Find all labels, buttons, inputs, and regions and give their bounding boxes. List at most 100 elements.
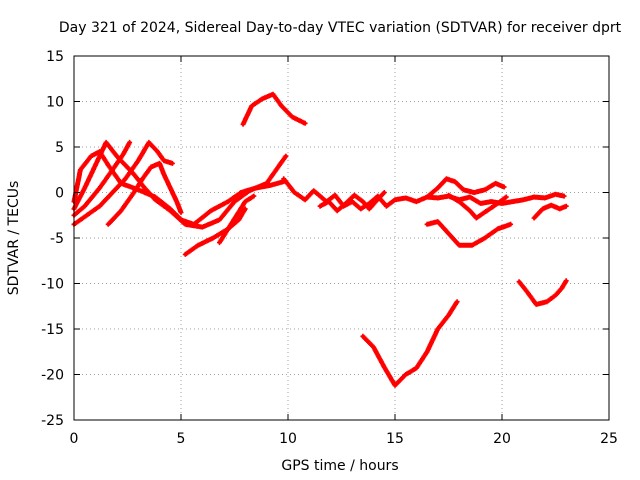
data-point xyxy=(121,152,125,156)
data-point xyxy=(558,207,562,211)
y-tick-label: 15 xyxy=(46,49,64,65)
data-point xyxy=(468,209,472,213)
data-series-track-12 xyxy=(424,219,514,248)
data-series-track-10 xyxy=(317,190,387,214)
data-point xyxy=(241,122,245,126)
data-point xyxy=(271,92,275,96)
data-point xyxy=(318,204,322,208)
data-point xyxy=(511,200,515,204)
data-point xyxy=(312,189,316,193)
data-point xyxy=(247,189,252,193)
data-series-track-8 xyxy=(240,91,308,127)
data-point xyxy=(545,300,549,304)
data-point xyxy=(361,200,365,204)
y-axis-label: SDTVAR / TECUs xyxy=(6,181,22,296)
data-point xyxy=(562,194,566,198)
data-point xyxy=(143,186,147,190)
data-point xyxy=(162,159,166,163)
data-point xyxy=(543,196,547,200)
data-series-track-7 xyxy=(217,193,257,246)
data-point xyxy=(359,207,363,211)
data-point xyxy=(532,195,536,199)
data-point xyxy=(106,222,110,226)
data-point xyxy=(179,210,183,215)
data-point xyxy=(162,172,166,176)
y-tick-label: 0 xyxy=(55,186,64,202)
data-point xyxy=(110,168,115,172)
x-tick-label: 25 xyxy=(600,431,618,447)
data-point xyxy=(393,383,397,388)
data-point xyxy=(132,190,136,195)
data-point xyxy=(269,183,273,187)
data-point xyxy=(106,163,110,167)
y-tick-label: 5 xyxy=(55,140,64,156)
data-point xyxy=(303,198,307,202)
data-point xyxy=(211,236,215,240)
data-point xyxy=(83,204,87,208)
data-series-track-13 xyxy=(424,176,507,200)
y-tick-label: 10 xyxy=(46,95,64,111)
data-point xyxy=(521,198,526,202)
data-point xyxy=(479,201,483,206)
data-point xyxy=(140,177,145,181)
data-point xyxy=(93,163,97,167)
data-point xyxy=(110,190,115,195)
y-tick-label: -20 xyxy=(41,368,64,384)
data-point xyxy=(461,188,466,192)
data-point xyxy=(549,203,553,207)
data-point xyxy=(239,190,243,195)
data-point xyxy=(425,195,429,199)
data-point xyxy=(243,200,247,204)
y-tick-label: -10 xyxy=(41,277,64,293)
data-point xyxy=(98,204,102,208)
data-point xyxy=(78,168,83,172)
data-point xyxy=(517,280,521,284)
data-point xyxy=(470,243,474,247)
data-point xyxy=(553,192,558,196)
data-point xyxy=(382,190,386,195)
data-point xyxy=(104,140,108,145)
data-point xyxy=(232,200,237,204)
data-point xyxy=(367,201,371,206)
data-point xyxy=(200,225,204,229)
data-point xyxy=(123,177,127,181)
data-point xyxy=(453,179,457,184)
data-series-track-5 xyxy=(105,160,184,227)
data-point xyxy=(170,161,175,165)
data-point xyxy=(444,177,448,181)
data-point xyxy=(237,218,241,222)
grid-layer xyxy=(74,56,609,420)
data-point xyxy=(553,293,558,297)
data-point xyxy=(252,194,256,198)
data-series-track-15 xyxy=(516,278,569,307)
data-point xyxy=(243,207,247,211)
data-point xyxy=(489,200,493,204)
data-point xyxy=(226,200,230,204)
data-point xyxy=(303,121,307,125)
data-point xyxy=(564,204,568,208)
data-point xyxy=(335,209,339,213)
data-point xyxy=(457,243,461,247)
data-point xyxy=(217,218,222,222)
x-tick-label: 15 xyxy=(386,431,404,447)
x-tick-label: 10 xyxy=(279,431,297,447)
data-point xyxy=(367,207,371,211)
chart-title: Day 321 of 2024, Sidereal Day-to-day VTE… xyxy=(59,20,622,36)
data-point xyxy=(382,365,386,369)
data-point xyxy=(147,140,151,145)
data-point xyxy=(384,204,389,208)
x-axis-label: GPS time / hours xyxy=(281,458,398,474)
data-point xyxy=(502,185,506,189)
data-point xyxy=(560,286,564,290)
data-point xyxy=(282,177,286,181)
data-point xyxy=(128,140,132,145)
data-point xyxy=(532,216,536,220)
data-point xyxy=(168,186,172,190)
data-point xyxy=(83,186,87,190)
data-point xyxy=(485,209,489,213)
x-tick-label: 20 xyxy=(493,431,511,447)
data-point xyxy=(496,201,500,206)
data-point xyxy=(425,222,429,226)
